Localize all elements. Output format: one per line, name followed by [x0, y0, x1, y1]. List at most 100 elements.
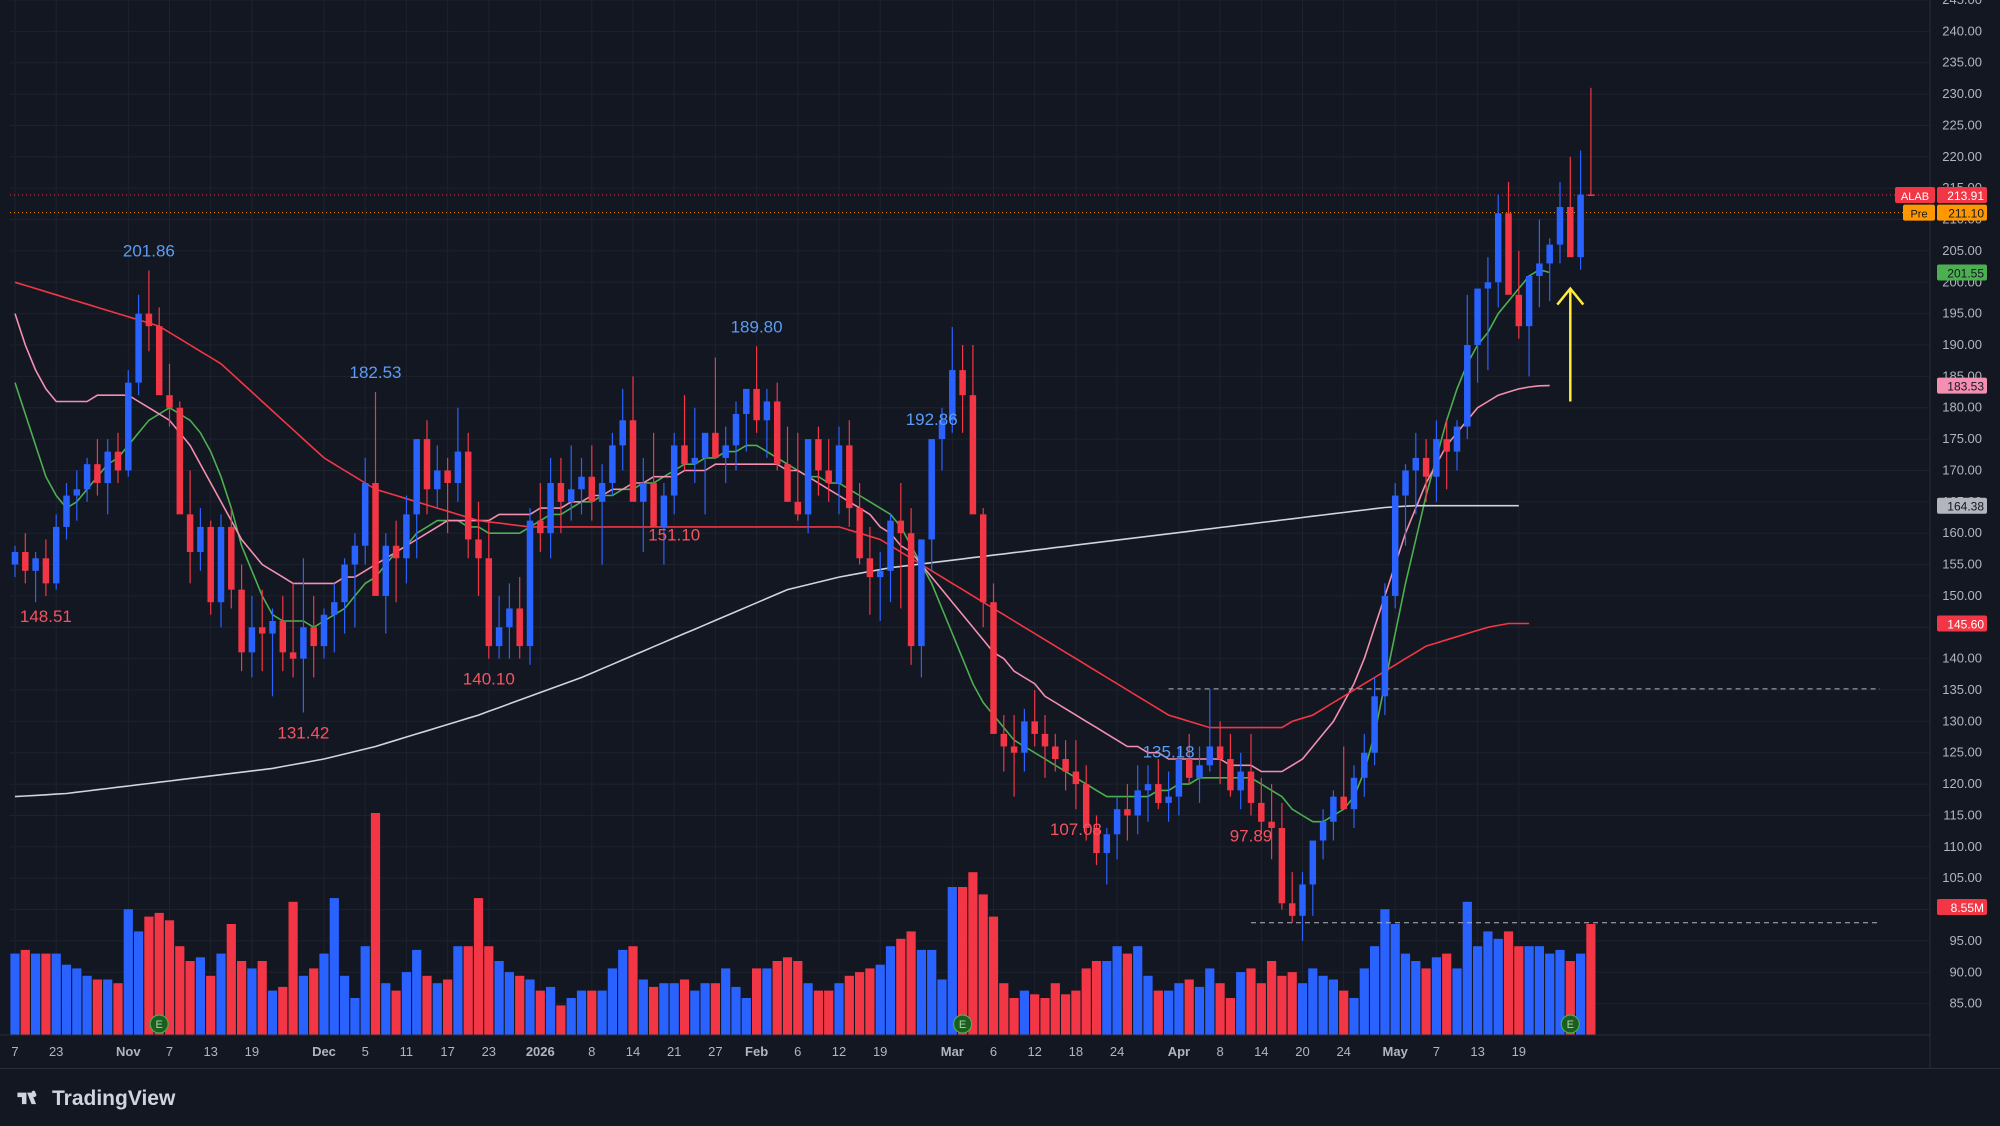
volume-bar [762, 968, 772, 1035]
candle-body [145, 313, 153, 327]
volume-bar [1153, 990, 1163, 1035]
time-tick-label: Apr [1168, 1044, 1190, 1059]
volume-bar [113, 983, 123, 1035]
candle-body [1309, 840, 1317, 885]
candle-body [52, 526, 60, 584]
candle-body [712, 432, 719, 458]
candle-body [1041, 733, 1049, 747]
price-high-label: 192.86 [906, 410, 958, 429]
volume-bar [123, 909, 133, 1035]
volume-bar [1483, 931, 1493, 1035]
time-tick-label: 8 [1216, 1044, 1223, 1059]
volume-bar [576, 990, 587, 1035]
volume-bar [1503, 931, 1514, 1035]
volume-bar [453, 946, 463, 1035]
candle-body [114, 451, 122, 471]
candle-body [454, 451, 462, 483]
price-tag-symbol-label: ALAB [1901, 191, 1929, 203]
time-axis[interactable]: 7 23 Nov 7 13 19 Dec 5 11 17 23 2026 8 14 21 27 Feb 6 12 19… [0, 1034, 2000, 1068]
volume-bar [1390, 924, 1400, 1035]
candle-body [413, 439, 420, 515]
earnings-marker-label: E [156, 1019, 163, 1031]
candle-body [238, 589, 245, 653]
volume-bar [288, 901, 298, 1035]
volume-bar [1112, 946, 1122, 1035]
price-axis[interactable]: 85.0090.0095.00100.00105.00110.00115.001… [1929, 0, 2000, 1068]
candle-body [1433, 439, 1440, 477]
price-tag-symbol-label: Pre [1910, 209, 1927, 221]
candle-body [135, 313, 142, 383]
price-tag [1937, 377, 1987, 394]
price-low-label: 97.89 [1230, 826, 1273, 845]
volume-bar [1565, 961, 1575, 1035]
candle-body [1515, 294, 1523, 327]
tradingview-logo[interactable]: TradingView [14, 1087, 175, 1111]
volume-bar [309, 968, 319, 1035]
volume-bar [607, 968, 617, 1035]
volume-bar [772, 961, 782, 1035]
time-tick-label: 7 [1433, 1044, 1440, 1059]
volume-bar [834, 983, 844, 1035]
candle-body [619, 420, 626, 446]
candle-body [1278, 828, 1286, 904]
price-tag [1937, 187, 1987, 204]
volume-bar [164, 920, 175, 1035]
candle-body [959, 370, 966, 396]
candle-body [1093, 828, 1100, 854]
candle-body [1391, 495, 1399, 596]
price-tick-label: 105.00 [1942, 870, 1982, 885]
volume-bar [1328, 979, 1338, 1035]
candle-body [1443, 439, 1450, 452]
price-tick-label: 240.00 [1942, 23, 1982, 38]
volume-bar [494, 961, 504, 1035]
candle-body [897, 520, 905, 534]
candle-body [1381, 595, 1389, 697]
volume-bar [710, 983, 720, 1035]
candle-body [361, 483, 369, 546]
volume-bar [1091, 961, 1102, 1035]
candle-body [907, 533, 915, 647]
price-tick-label: 125.00 [1942, 745, 1982, 760]
candle-body [949, 370, 956, 421]
volume-bar [1287, 972, 1297, 1035]
time-tick-label: 14 [1254, 1044, 1268, 1059]
volume-bar [1473, 946, 1483, 1035]
candlesticks[interactable] [11, 87, 1595, 941]
price-high-label: 182.53 [350, 363, 402, 382]
candle-body [804, 439, 812, 515]
volume-bar [350, 998, 360, 1035]
volume-bar [134, 931, 144, 1035]
volume-bar [978, 894, 988, 1035]
time-tick-label: 2026 [526, 1044, 555, 1059]
candle-body [1288, 903, 1296, 916]
volume-bar [515, 975, 525, 1035]
volume-bar [92, 979, 102, 1035]
volume-bar [1122, 953, 1132, 1035]
volume-bars [10, 813, 1596, 1035]
volume-bar [690, 990, 700, 1035]
volume-bar [813, 990, 823, 1035]
price-tick-label: 190.00 [1942, 337, 1982, 352]
volume-bar [1545, 953, 1555, 1035]
price-chart[interactable]: 201.86 148.51 182.53 131.42 140.10 151.10 189.… [0, 0, 2000, 1068]
volume-bar [267, 990, 278, 1035]
candle-body [1525, 276, 1533, 327]
price-low-label: 131.42 [277, 723, 329, 742]
volume-bar [700, 983, 710, 1035]
candle-body [83, 464, 91, 490]
volume-bar [1205, 968, 1215, 1035]
volume-bar [504, 972, 514, 1035]
candle-body [1031, 721, 1038, 734]
volume-bar [1318, 975, 1328, 1035]
candle-body [588, 476, 596, 502]
time-tick-label: Nov [116, 1044, 141, 1059]
volume-bar [1452, 968, 1462, 1035]
time-tick-label: 23 [49, 1044, 63, 1059]
volume-bar [1576, 953, 1586, 1035]
volume-bar [1400, 953, 1411, 1035]
volume-bar [999, 983, 1009, 1035]
time-tick-label: 12 [1027, 1044, 1041, 1059]
candle-body [979, 514, 987, 603]
candle-body [217, 526, 225, 603]
volume-bar [597, 990, 607, 1035]
